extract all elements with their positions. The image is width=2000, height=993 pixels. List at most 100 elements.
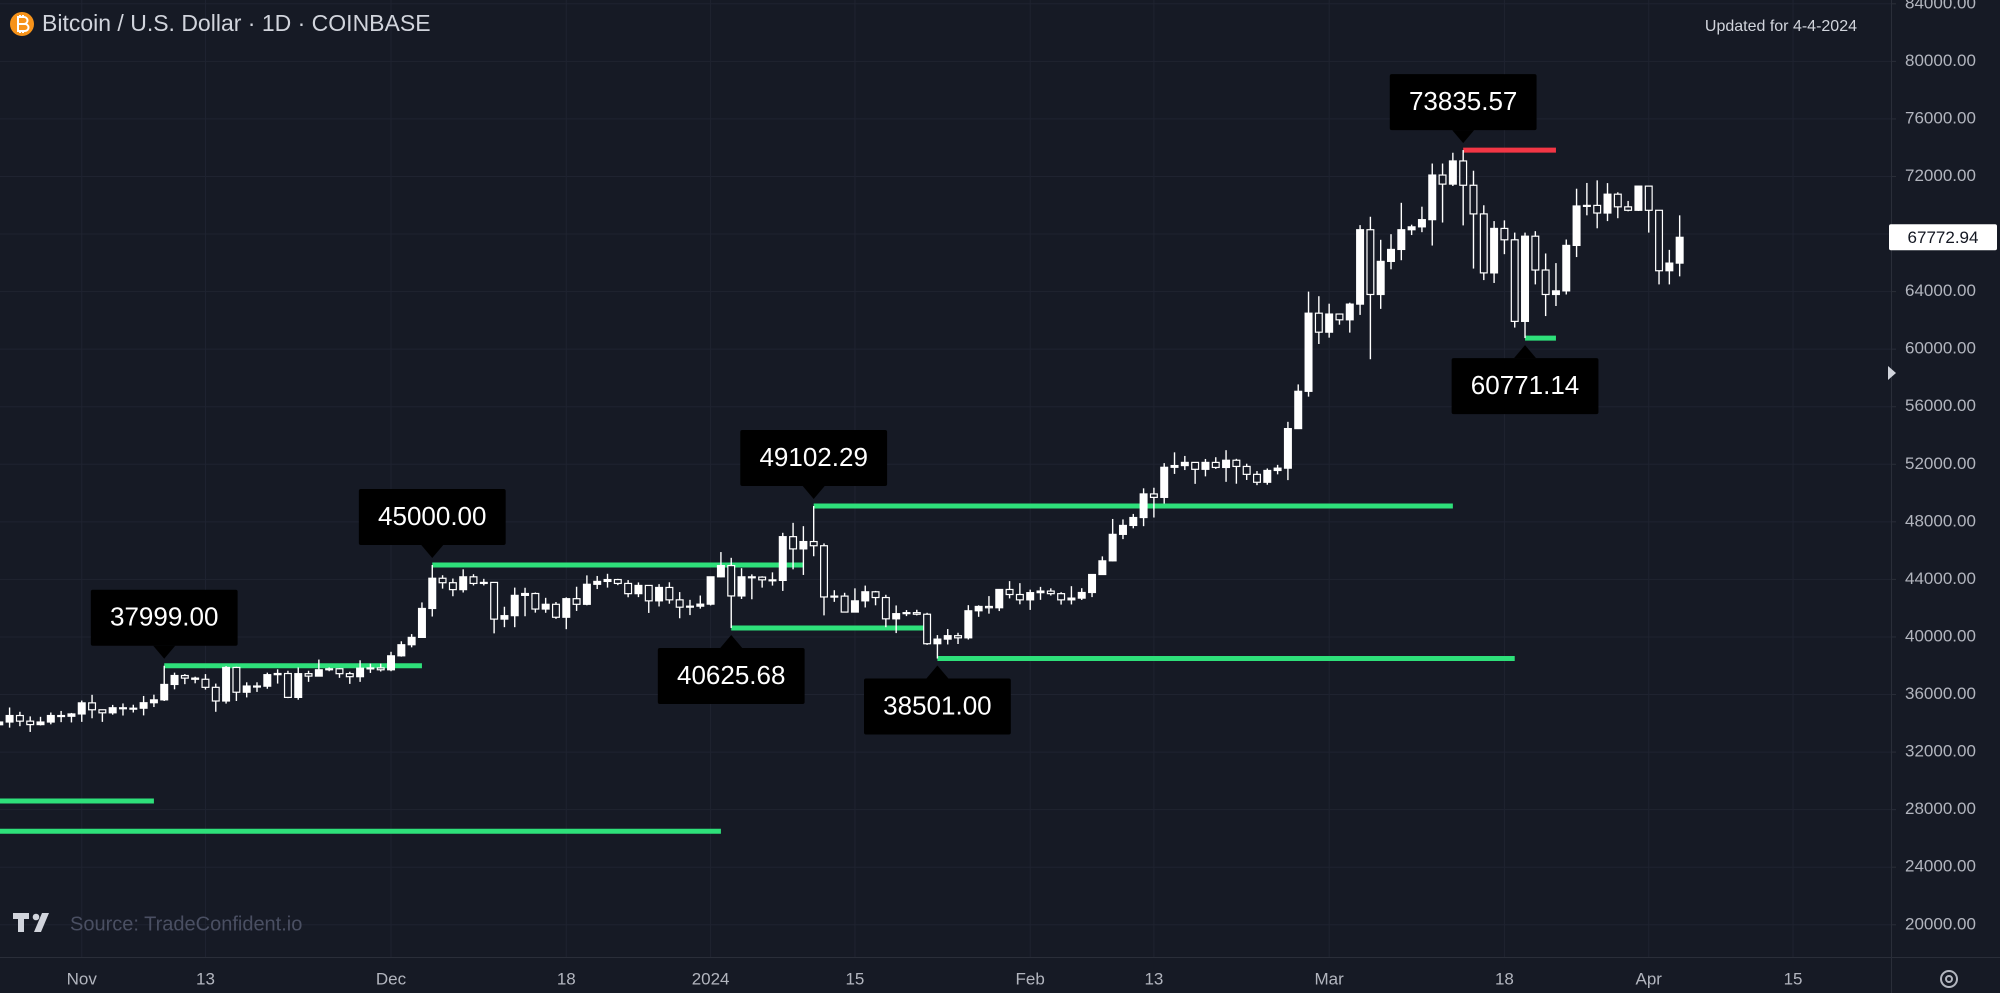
candle-body: [1356, 229, 1365, 305]
y-tick-label: 60000.00: [1905, 339, 1976, 358]
candle-body: [1624, 206, 1633, 211]
candle-body: [129, 707, 138, 710]
candle-body: [1376, 260, 1385, 296]
candle-body: [98, 709, 107, 714]
candle-body: [871, 591, 880, 599]
candle-body: [26, 720, 35, 726]
callout-box: [864, 678, 1011, 735]
candle-body: [356, 667, 365, 678]
last-price-label: 67772.94: [1908, 228, 1979, 247]
candle-body: [737, 576, 746, 597]
candle-body: [562, 598, 571, 618]
candle-body: [809, 540, 818, 547]
candle-body: [799, 540, 808, 550]
candle-body: [242, 685, 251, 693]
callout-pointer: [1514, 345, 1537, 359]
candle-body: [696, 603, 705, 607]
candle-body: [789, 536, 798, 550]
candle-body: [1582, 204, 1591, 208]
candle-body: [397, 644, 406, 657]
y-tick-label: 64000.00: [1905, 281, 1976, 300]
candle-body: [582, 583, 591, 605]
candle-body: [1593, 204, 1602, 214]
candle-body: [253, 685, 262, 688]
x-tick-label: 13: [196, 969, 215, 988]
callout-label: 37999.00: [110, 602, 218, 632]
candle-body: [1335, 313, 1344, 321]
candle-body: [1015, 593, 1024, 601]
candle-body: [1562, 244, 1571, 292]
candle-body: [1283, 427, 1292, 469]
candle-body: [1345, 303, 1354, 321]
source-note: Source: TradeConfident.io: [70, 913, 302, 935]
callout-pointer: [802, 485, 825, 499]
candle-body: [1490, 227, 1499, 274]
candle-body: [1139, 493, 1148, 519]
candle-body: [88, 702, 97, 711]
candle-body: [541, 603, 550, 610]
candle-body: [1129, 516, 1138, 527]
candle-body: [624, 582, 633, 595]
candle-body: [1459, 160, 1468, 186]
candle-body: [1180, 461, 1189, 467]
y-tick-label: 32000.00: [1905, 742, 1976, 761]
candle-body: [1407, 226, 1416, 231]
callout-label: 73835.57: [1409, 86, 1517, 116]
candle-body: [366, 667, 375, 670]
candle-body: [1242, 465, 1251, 475]
candle-body: [1273, 467, 1282, 472]
candle-body: [861, 591, 870, 602]
callout-label: 40625.68: [677, 660, 785, 690]
candle-body: [1613, 193, 1622, 208]
candle-body: [1201, 461, 1210, 470]
last-price-box: [1889, 224, 1997, 251]
candle-body: [345, 673, 354, 678]
candle-body: [510, 594, 519, 617]
candle-body: [108, 707, 117, 714]
x-tick-label: 18: [1495, 969, 1514, 988]
candle-body: [1108, 533, 1117, 562]
y-tick-label: 24000.00: [1905, 857, 1976, 876]
candle-body: [850, 600, 859, 613]
candle-body: [1036, 590, 1045, 594]
candle-body: [943, 635, 952, 640]
settings-icon[interactable]: [1940, 970, 1958, 988]
candle-body: [376, 667, 385, 671]
candle-body: [263, 674, 272, 687]
candle-body: [1603, 193, 1612, 214]
callout-label: 38501.00: [883, 690, 991, 720]
candle-body: [933, 638, 942, 645]
candle-body: [1067, 597, 1076, 601]
candle-body: [1005, 588, 1014, 596]
candle-body: [1397, 229, 1406, 251]
levels: [0, 147, 1556, 834]
scroll-marker: [1888, 366, 1896, 380]
candle-body: [335, 668, 344, 675]
candle-body: [1118, 524, 1127, 535]
callout-pointer: [421, 545, 444, 559]
callout-pointer: [926, 665, 949, 679]
candle-body: [294, 673, 303, 699]
candle-body: [232, 666, 241, 693]
candle-body: [211, 686, 220, 702]
candle-body: [1170, 464, 1179, 468]
candle-body: [1387, 248, 1396, 262]
x-tick-label: 13: [1144, 969, 1163, 988]
candle-body: [1263, 469, 1272, 483]
candle-body: [716, 564, 725, 578]
y-tick-label: 56000.00: [1905, 396, 1976, 415]
candles: [0, 150, 1684, 732]
grid: [0, 0, 1891, 957]
x-tick-label: Feb: [1016, 969, 1045, 988]
candle-body: [1438, 174, 1447, 185]
candle-body: [1294, 390, 1303, 430]
callout-box: [358, 489, 506, 546]
candle-body: [1057, 593, 1066, 601]
candle-body: [902, 612, 911, 615]
candle-body: [325, 668, 334, 671]
candle-body: [1304, 312, 1313, 392]
callout-pointer: [1452, 130, 1475, 144]
callout-label: 45000.00: [378, 501, 486, 531]
